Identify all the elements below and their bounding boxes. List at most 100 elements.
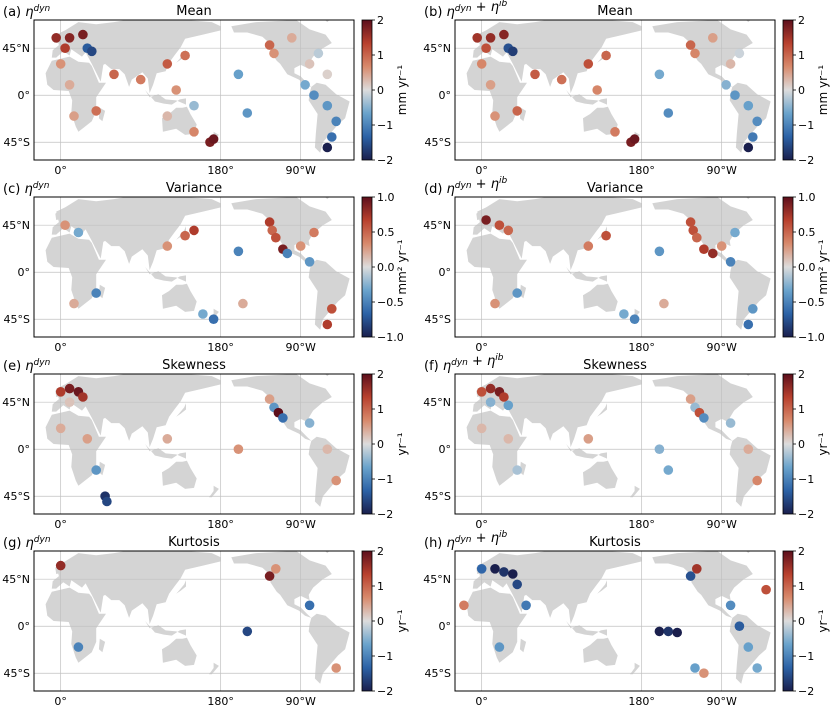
map-area	[34, 374, 354, 514]
data-point	[654, 626, 665, 637]
data-point	[267, 225, 278, 236]
data-point	[60, 43, 70, 53]
land-antarctica-1	[61, 694, 221, 709]
colorbar-tick-label: 2	[798, 545, 805, 558]
colorbar-tick-label: 0	[798, 615, 805, 628]
data-point	[708, 33, 718, 43]
panel-title: Variance	[587, 181, 643, 196]
land-japan	[597, 580, 607, 594]
data-point	[476, 564, 487, 574]
lon-tick-label: 90°W	[706, 341, 736, 354]
panel-title: Kurtosis	[168, 535, 220, 550]
colorbar-tick-label: −1	[798, 473, 814, 486]
panel-title: Skewness	[162, 358, 226, 373]
colorbar-tick-label: 0.5	[798, 226, 816, 239]
panel-h: 45°N 0° 45°S 180° 90°W 0° (h) ηdyn + ηib Kurtos…	[423, 530, 830, 708]
colorbar-label: mm² yr⁻¹	[816, 239, 830, 294]
panel-title: Kurtosis	[589, 535, 641, 550]
data-point	[60, 220, 70, 230]
data-point	[91, 288, 101, 298]
colorbar-label: yr⁻¹	[395, 609, 409, 632]
data-point	[331, 475, 342, 486]
lat-tick-label: 45°S	[425, 313, 451, 326]
colorbar-tick-label: −0.5	[377, 296, 404, 309]
data-point	[716, 241, 727, 251]
land-australia	[583, 460, 618, 489]
land-indonesia	[566, 444, 607, 459]
land-eurasia	[472, 20, 642, 94]
data-point	[610, 127, 620, 137]
data-point	[278, 413, 288, 423]
data-point	[264, 394, 275, 404]
map-area	[455, 197, 775, 337]
data-point	[730, 90, 740, 100]
data-point	[499, 29, 509, 40]
colorbar-tick-label: −2	[798, 685, 814, 698]
colorbar-tick-label: −2	[377, 685, 393, 698]
lat-tick-label: 45°N	[423, 219, 451, 232]
data-point	[271, 564, 281, 574]
colorbar-tick-label: 2	[798, 14, 805, 27]
lon-tick-label: 180°	[628, 341, 655, 354]
data-point	[264, 40, 275, 50]
colorbar-tick-label: 1	[798, 49, 805, 62]
lon-tick-label: 180°	[207, 341, 234, 354]
data-point	[672, 627, 682, 638]
data-point	[685, 40, 696, 50]
data-point	[242, 108, 253, 118]
colorbar	[361, 373, 373, 515]
data-point	[583, 434, 594, 444]
map-area	[34, 551, 354, 709]
colorbar	[361, 550, 373, 692]
colorbar-tick-label: −1.0	[798, 331, 825, 344]
data-point	[748, 304, 758, 314]
land-greenland-2	[325, 197, 330, 200]
data-point	[685, 217, 696, 227]
colorbar	[361, 19, 373, 161]
colorbar-label: mm² yr⁻¹	[395, 239, 409, 294]
data-point	[322, 444, 333, 455]
colorbar-tick-label: 0	[377, 438, 384, 451]
data-point	[629, 134, 640, 144]
land-japan	[597, 403, 607, 417]
colorbar-tick-label: 2	[377, 368, 384, 381]
land-greenland-2	[746, 197, 751, 200]
data-point	[91, 465, 101, 475]
colorbar	[782, 373, 794, 515]
data-point	[242, 626, 253, 637]
land-greenland-2	[746, 551, 751, 554]
land-indonesia	[145, 621, 186, 636]
data-point	[481, 43, 491, 53]
colorbar	[782, 19, 794, 161]
panel-label: (d) ηdyn + ηib	[424, 176, 507, 197]
data-point	[619, 309, 629, 319]
land-japan	[176, 580, 186, 594]
colorbar-tick-label: −2	[377, 508, 393, 521]
land-south-america	[729, 436, 771, 507]
colorbar-tick-label: −2	[798, 154, 814, 167]
data-point	[752, 116, 762, 127]
panel-label: (b) ηdyn + ηib	[424, 0, 507, 20]
data-point	[472, 33, 483, 43]
data-point	[748, 132, 758, 142]
land-north-america	[231, 551, 332, 618]
colorbar-label: mm yr⁻¹	[395, 65, 409, 116]
colorbar-tick-label: 2	[377, 14, 384, 27]
data-point	[743, 642, 754, 652]
panel-label: (c) ηdyn	[3, 181, 50, 197]
lat-tick-label: 0°	[18, 620, 31, 633]
map-frame	[33, 550, 355, 692]
land-eurasia	[51, 374, 221, 448]
colorbar-tick-label: 1	[798, 403, 805, 416]
lon-tick-label: 0°	[54, 518, 67, 531]
data-point	[264, 217, 275, 227]
data-point	[64, 33, 75, 43]
data-point	[135, 74, 146, 85]
data-point	[685, 394, 696, 404]
colorbar	[782, 550, 794, 692]
lat-tick-label: 45°N	[423, 573, 451, 586]
data-point	[64, 383, 75, 394]
colorbar-tick-label: −2	[377, 154, 393, 167]
data-point	[556, 74, 567, 85]
lon-tick-label: 180°	[628, 164, 655, 177]
